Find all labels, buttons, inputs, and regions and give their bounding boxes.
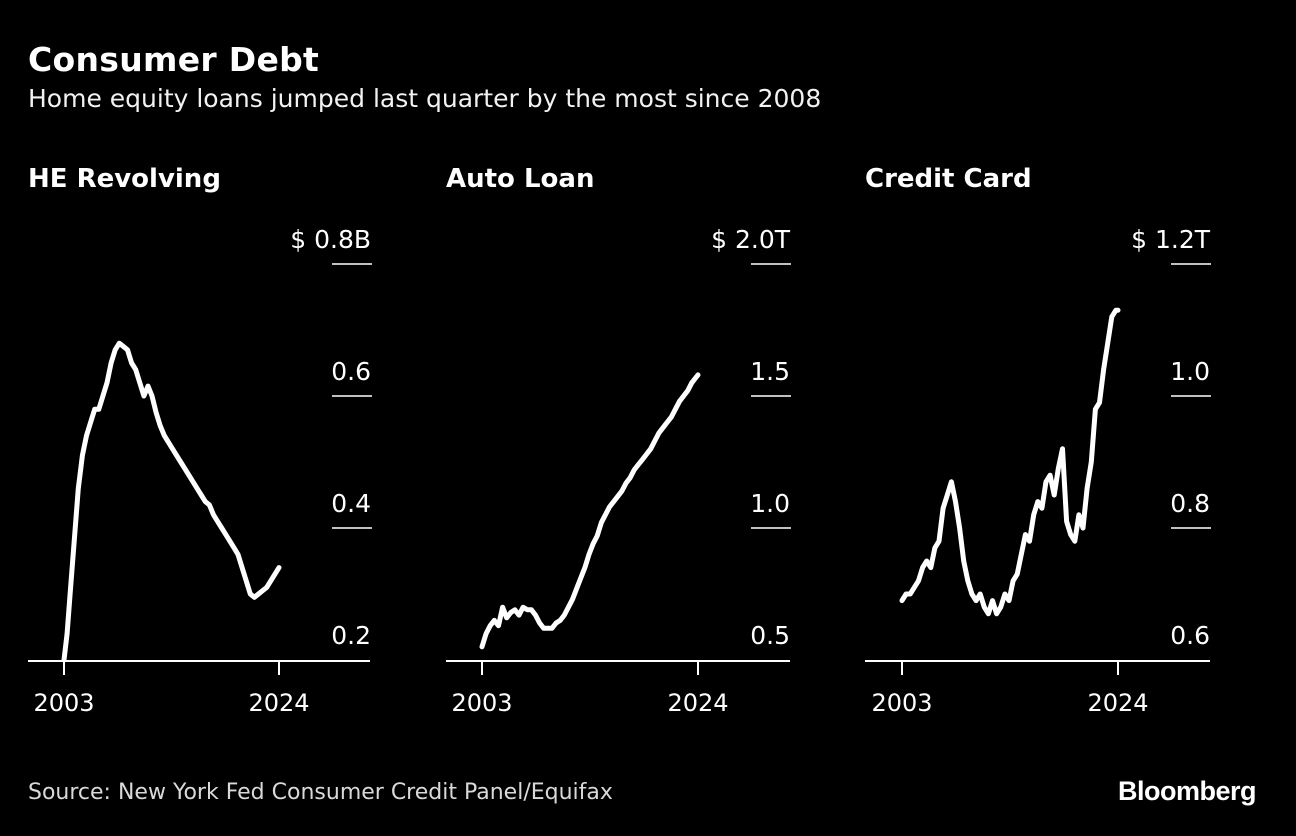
- y-tick-label: 0.8: [1170, 489, 1210, 518]
- y-tick-label: 0.4: [331, 489, 371, 518]
- y-tick-label: $ 2.0T: [711, 225, 791, 254]
- x-tick-label: 2003: [33, 689, 94, 717]
- y-tick-label: $ 1.2T: [1131, 225, 1211, 254]
- y-tick-label: 1.5: [750, 357, 790, 386]
- panel-title: Auto Loan: [446, 164, 594, 194]
- series-line: [899, 307, 1121, 617]
- source-note: Source: New York Fed Consumer Credit Pan…: [28, 780, 613, 805]
- chart-panel-1: HE Revolving 0.2 0.4 0.6 $ 0.8B 2003 2024: [28, 164, 372, 717]
- y-tick-label: 0.6: [1170, 621, 1210, 650]
- chart-subtitle: Home equity loans jumped last quarter by…: [28, 84, 822, 113]
- chart-panel-3: Credit Card 0.6 0.8 1.0 $ 1.2T 2003 2024: [865, 164, 1211, 717]
- panel-title: Credit Card: [865, 164, 1032, 194]
- y-tick-label: $ 0.8B: [290, 225, 371, 254]
- chart-panel-2: Auto Loan 0.5 1.0 1.5 $ 2.0T 2003 2024: [446, 164, 791, 717]
- y-tick-label: 0.6: [331, 357, 371, 386]
- x-tick-label: 2024: [248, 689, 309, 717]
- x-tick-label: 2003: [451, 689, 512, 717]
- chart-title: Consumer Debt: [28, 40, 320, 79]
- series-line: [479, 372, 701, 650]
- y-tick-label: 0.2: [331, 621, 371, 650]
- y-tick-label: 1.0: [750, 489, 790, 518]
- y-tick-label: 0.5: [750, 621, 790, 650]
- x-tick-label: 2024: [1087, 689, 1148, 717]
- bloomberg-logo: Bloomberg: [1117, 776, 1257, 806]
- y-tick-label: 1.0: [1170, 357, 1210, 386]
- x-tick-label: 2003: [871, 689, 932, 717]
- x-tick-label: 2024: [667, 689, 728, 717]
- series-line: [61, 340, 282, 663]
- panel-title: HE Revolving: [28, 164, 221, 194]
